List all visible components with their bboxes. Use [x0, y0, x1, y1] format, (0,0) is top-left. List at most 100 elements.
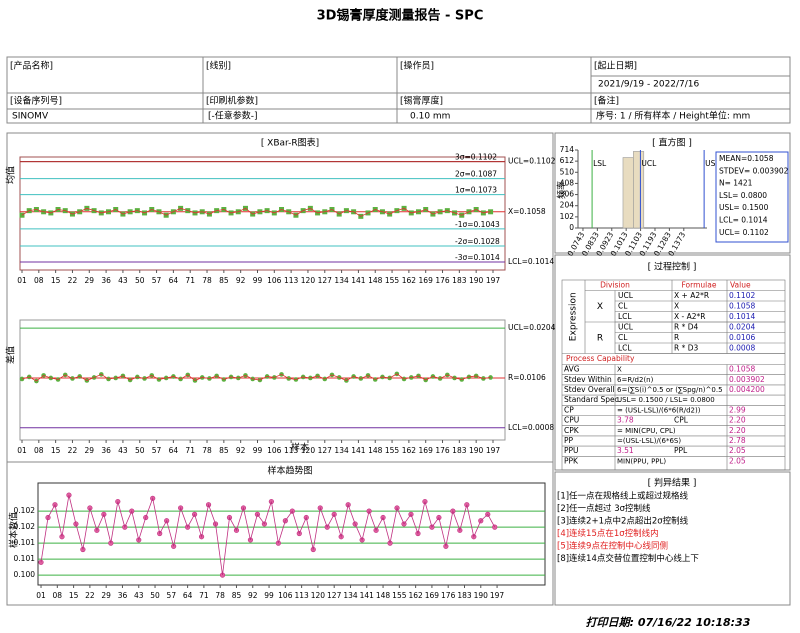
x-tick-label: 99: [264, 591, 274, 600]
info-label: [锡膏厚度]: [400, 95, 443, 107]
x-tick-label: 57: [167, 591, 177, 600]
x-tick-label: 169: [425, 591, 440, 600]
row-value: 0.0008: [729, 343, 755, 352]
plot-area: [19, 319, 506, 441]
row-value: 0.0204: [729, 322, 755, 331]
x-tick-label: 15: [51, 446, 61, 455]
x-tick-label: 155: [385, 446, 400, 455]
abnormal-item: [4]连续15点在1σ控制线内: [557, 528, 659, 539]
x-tick-label: 15: [69, 591, 79, 600]
info-label: [起止日期]: [594, 60, 637, 72]
capability-title: Process Capability: [566, 354, 635, 363]
abnormal-item: [2]任一点超过 3σ控制线: [557, 503, 651, 514]
x-tick-label: 197: [490, 591, 505, 600]
x-tick-label: 71: [185, 276, 195, 285]
y-tick-label: 0.102: [14, 506, 36, 515]
x-tick-label: 78: [202, 276, 212, 285]
y-tick-label: 102: [560, 212, 575, 221]
y-tick-label: 0.100: [14, 570, 36, 579]
x-tick-label: 78: [202, 446, 212, 455]
x-tick-label: 141: [360, 591, 375, 600]
y-tick-label: 0.101: [14, 554, 36, 563]
table-header: Value: [730, 280, 751, 289]
row-value: 0.1058: [729, 301, 755, 310]
table-header: Formulae: [682, 280, 717, 289]
row-formula: X: [674, 301, 679, 310]
x-tick-label: 29: [101, 591, 111, 600]
x-tick-label: 64: [183, 591, 193, 600]
print-date: 打印日期: 07/16/22 10:18:33: [586, 616, 751, 629]
x-tick-label: 113: [284, 446, 299, 455]
x-tick-label: 78: [215, 591, 225, 600]
cap-value: 3.51: [617, 446, 634, 455]
section-title: [ 过程控制 ]: [648, 261, 697, 273]
control-label: LCL=0.0008: [508, 423, 554, 432]
x-tick-label: 190: [469, 276, 484, 285]
stat: N= 1421: [719, 179, 753, 188]
x-tick-label: 190: [469, 446, 484, 455]
cap-name: PPL: [674, 446, 688, 455]
info-label: [备注]: [594, 95, 619, 107]
abnormal-item: [5]连续9点在控制中心线同侧: [557, 541, 668, 552]
cap-formula: X: [617, 366, 622, 374]
control-label: R=0.0106: [508, 373, 546, 382]
x-tick-label: 01: [36, 591, 46, 600]
info-value: 序号: 1 / 所有样本 / Height单位: mm: [596, 110, 750, 122]
spec-label: LSL: [593, 159, 607, 168]
x-tick-label: 92: [236, 446, 246, 455]
info-label: [操作员]: [400, 60, 434, 72]
cap-value: 0.004200: [729, 385, 765, 394]
row-formula: X - A2*R: [674, 312, 705, 321]
info-label: [印刷机参数]: [206, 95, 258, 107]
x-tick-label: 01: [17, 446, 27, 455]
abnormal-item: [3]连续2+1点中2点超出2σ控制线: [557, 516, 689, 527]
cap-formula: = (USL-LSL)/(6*6(R/d2)): [617, 406, 701, 414]
cap-value: 2.05: [729, 456, 746, 465]
cap-value: 2.20: [729, 416, 746, 425]
cap-value: 0.003902: [729, 375, 765, 384]
x-tick-label: 85: [219, 446, 229, 455]
x-tick-label: 127: [318, 446, 333, 455]
stat: UCL= 0.1102: [719, 228, 769, 237]
x-tick-label: 176: [441, 591, 456, 600]
info-value: 2021/9/19 - 2022/7/16: [598, 80, 700, 90]
x-tick-label: 08: [34, 276, 44, 285]
x-tick-label: 169: [419, 446, 434, 455]
x-tick-label: 15: [51, 276, 61, 285]
cap-value: 2.99: [729, 405, 746, 414]
x-tick-label: 127: [327, 591, 342, 600]
x-tick-label: 134: [343, 591, 358, 600]
row-name: LCL: [618, 312, 632, 321]
x-tick-label: 92: [248, 591, 258, 600]
x-tick-label: 08: [34, 446, 44, 455]
y-tick-label: 0: [569, 223, 574, 232]
table-header: Division: [600, 280, 630, 289]
x-tick-label: 99: [253, 446, 263, 455]
info-label: [线别]: [206, 60, 231, 72]
x-tick-label: 43: [118, 276, 128, 285]
expression-label: Expression: [569, 292, 579, 341]
series-line: [21, 207, 491, 217]
cap-formula: 6=R/d2(n): [617, 376, 654, 384]
x-tick-label: 183: [457, 591, 472, 600]
row-value: 0.1102: [729, 291, 755, 300]
cap-name: Stdev Overall: [564, 385, 615, 394]
row-group: X: [597, 302, 603, 312]
x-tick-label: 190: [474, 591, 489, 600]
control-label: X=0.1058: [508, 207, 546, 216]
x-tick-label: 155: [385, 276, 400, 285]
row-name: LCL: [618, 343, 632, 352]
y-tick-label: 510: [560, 167, 575, 176]
cap-formula: = MIN(CPU, CPL): [617, 427, 676, 435]
stat: MEAN=0.1058: [719, 154, 774, 163]
cap-formula: =(USL-LSL)/(6*6S): [617, 437, 681, 445]
info-label: [设备序列号]: [10, 95, 62, 107]
cap-formula: USL= 0.1500 / LSL= 0.0800: [617, 396, 715, 404]
row-formula: R * D4: [674, 322, 699, 331]
x-tick-label: 57: [152, 276, 162, 285]
x-tick-label: 50: [150, 591, 160, 600]
cap-name: PP: [564, 436, 574, 445]
x-tick-label: 148: [368, 276, 383, 285]
cap-value: 2.20: [729, 426, 746, 435]
